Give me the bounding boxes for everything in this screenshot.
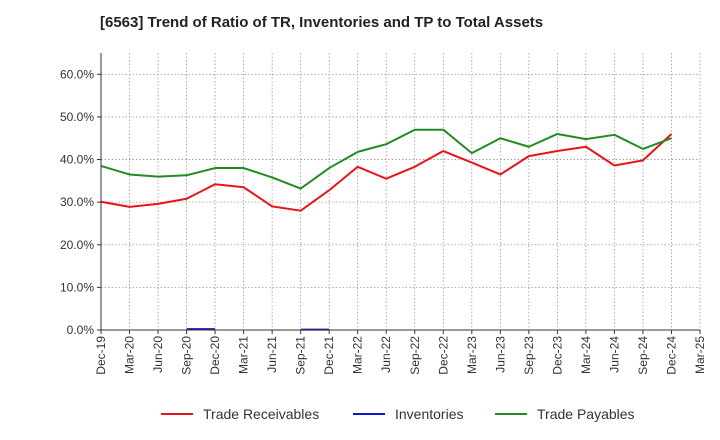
y-tick-label-4: 40.0% xyxy=(60,153,94,167)
x-tick-label-19: Sep-24 xyxy=(636,336,650,375)
x-tick-label-20: Dec-24 xyxy=(664,336,678,375)
y-tick-label-0: 0.0% xyxy=(67,323,95,337)
x-tick-label-10: Jun-22 xyxy=(379,336,393,373)
x-tick-label-17: Mar-24 xyxy=(579,336,593,374)
x-tick-label-15: Sep-23 xyxy=(522,336,536,375)
x-tick-label-18: Jun-24 xyxy=(607,336,621,373)
x-tick-label-21: Mar-25 xyxy=(693,336,707,374)
plot-background xyxy=(101,53,700,330)
x-tick-label-12: Dec-22 xyxy=(436,336,450,375)
x-tick-label-0: Dec-19 xyxy=(94,336,108,375)
x-tick-label-5: Mar-21 xyxy=(237,336,251,374)
x-tick-label-1: Mar-20 xyxy=(123,336,137,374)
gridlines xyxy=(101,53,701,330)
y-tick-label-5: 50.0% xyxy=(60,110,94,124)
y-tick-label-2: 20.0% xyxy=(60,238,94,252)
series-line-trade-receivables xyxy=(100,133,673,212)
x-tick-label-8: Dec-21 xyxy=(322,336,336,375)
y-axis-ticks: 0.0% 10.0% 20.0% 30.0% 40.0% 50.0% 60.0% xyxy=(60,67,101,337)
y-tick-label-3: 30.0% xyxy=(60,195,94,209)
y-tick-label-6: 60.0% xyxy=(60,67,94,81)
legend-label-trade-payables: Trade Payables xyxy=(537,406,635,422)
x-tick-label-6: Jun-21 xyxy=(265,336,279,373)
x-tick-label-7: Sep-21 xyxy=(294,336,308,375)
x-tick-label-11: Sep-22 xyxy=(408,336,422,375)
axes xyxy=(100,53,700,331)
legend-label-inventories: Inventories xyxy=(395,406,463,422)
y-tick-label-1: 10.0% xyxy=(60,280,94,294)
x-tick-label-3: Sep-20 xyxy=(180,336,194,375)
x-tick-label-14: Jun-23 xyxy=(493,336,507,373)
x-axis-ticks: Dec-19 Mar-20 Jun-20 Sep-20 Dec-20 Mar-21 Jun-… xyxy=(94,330,707,375)
legend: Trade Receivables Inventories Trade Payabl… xyxy=(161,406,635,422)
x-tick-label-13: Mar-23 xyxy=(465,336,479,374)
chart-title: [6563] Trend of Ratio of TR, Inventories… xyxy=(100,14,544,31)
x-tick-label-4: Dec-20 xyxy=(208,336,222,375)
series-line-trade-payables xyxy=(100,128,672,190)
legend-label-trade-receivables: Trade Receivables xyxy=(203,406,319,422)
plot-area xyxy=(101,53,700,330)
x-tick-label-9: Mar-22 xyxy=(351,336,365,374)
x-tick-label-2: Jun-20 xyxy=(151,336,165,373)
x-tick-label-16: Dec-23 xyxy=(550,336,564,375)
